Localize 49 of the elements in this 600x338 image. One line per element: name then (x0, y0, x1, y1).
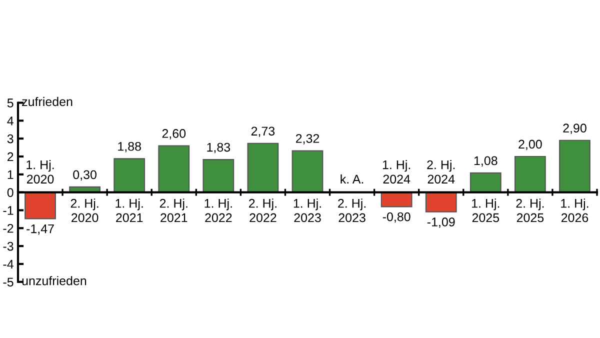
annotation: zufrieden (22, 96, 72, 106)
data-label: 2,90 (563, 124, 586, 134)
data-label: 1,08 (474, 156, 498, 167)
y-tick-label: -5 (3, 278, 14, 287)
bar (24, 192, 56, 220)
data-label: 1,83 (207, 142, 230, 154)
x-tick-label: 1. Hj. 2020 (26, 160, 54, 184)
y-tick-label: -2 (3, 224, 14, 233)
data-label: -1,47 (26, 224, 54, 235)
x-tick-label: 1. Hj. 2021 (116, 198, 143, 222)
x-tick-label: 2. Hj. 2021 (160, 198, 188, 222)
x-tick-label: 1. Hj. 2022 (204, 198, 232, 222)
x-tick-label: 1. Hj. 2023 (294, 198, 321, 222)
x-tick-label: 2. Hj. 2023 (338, 198, 366, 222)
bar (158, 145, 190, 193)
annotation: k. A. (340, 174, 364, 184)
data-label: 1,88 (118, 142, 141, 152)
bar (247, 142, 279, 193)
y-tick-label: -3 (3, 242, 14, 251)
x-tick-label: 1. Hj. 2025 (472, 198, 500, 222)
bar (202, 158, 234, 193)
bar (470, 172, 502, 193)
x-tick-label: 1. Hj. 2024 (382, 160, 410, 184)
y-tick-label: 1 (8, 170, 14, 179)
x-tick-label: 2. Hj. 2020 (70, 198, 98, 222)
y-tick-label: 0 (7, 188, 14, 197)
y-tick-label: 2 (8, 152, 14, 162)
data-label: 0,30 (73, 170, 96, 181)
y-tick-label: -1 (3, 206, 14, 215)
x-tick-label: 2. Hj. 2025 (516, 198, 544, 222)
y-tick-label: 5 (7, 98, 14, 108)
data-label: 2,32 (296, 134, 320, 144)
x-tick-label: 2. Hj. 2024 (427, 160, 455, 184)
data-label: 2,73 (251, 126, 275, 138)
y-tick-label: 3 (7, 134, 14, 144)
x-tick-label: 2. Hj. 2022 (249, 198, 276, 222)
bar (514, 156, 546, 193)
data-label: 2,00 (518, 140, 542, 150)
y-tick-label: 4 (7, 116, 14, 126)
bar (559, 140, 590, 193)
data-label: -0,80 (382, 212, 410, 223)
y-tick-label: -4 (3, 260, 14, 269)
bar (425, 192, 457, 212)
bar (292, 150, 324, 193)
annotation: unzufrieden (22, 276, 86, 286)
bar (114, 158, 146, 193)
x-tick-label: 1. Hj. 2026 (561, 198, 588, 222)
data-label: -1,09 (427, 218, 455, 228)
data-label: 2,60 (162, 129, 186, 140)
